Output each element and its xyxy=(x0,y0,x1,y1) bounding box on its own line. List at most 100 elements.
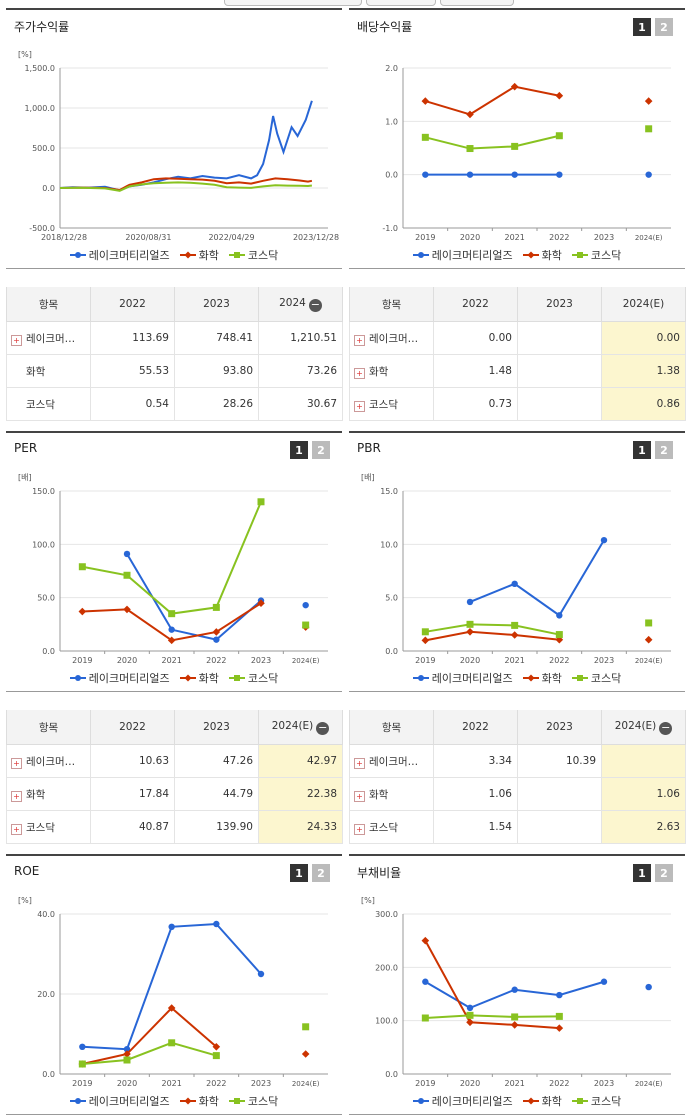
tab-1[interactable]: 1 xyxy=(290,441,308,459)
data-point[interactable] xyxy=(168,1039,176,1047)
data-point[interactable] xyxy=(645,125,653,133)
tab-1[interactable]: 1 xyxy=(633,18,651,36)
data-point[interactable] xyxy=(421,628,429,636)
data-point[interactable] xyxy=(466,620,474,628)
expand-icon[interactable]: + xyxy=(11,823,22,835)
legend-item[interactable]: 코스닥 xyxy=(228,1093,278,1109)
data-point[interactable] xyxy=(466,1011,474,1019)
legend-item[interactable]: 레이크머티리얼즈 xyxy=(412,247,513,263)
data-point[interactable] xyxy=(123,605,131,614)
legend-item[interactable]: 화학 xyxy=(522,247,562,263)
legend-item[interactable]: 코스닥 xyxy=(228,247,278,263)
data-point[interactable] xyxy=(168,626,175,633)
data-point[interactable] xyxy=(168,923,175,930)
collapse-icon[interactable]: − xyxy=(659,720,673,735)
legend-item[interactable]: 레이크머티리얼즈 xyxy=(69,247,170,263)
data-point[interactable] xyxy=(511,580,518,587)
legend-item[interactable]: 화학 xyxy=(179,670,219,686)
data-point[interactable] xyxy=(510,1021,519,1029)
top-toolbar-button[interactable] xyxy=(440,0,514,6)
tab-2[interactable]: 2 xyxy=(655,864,673,882)
data-point[interactable] xyxy=(555,1024,564,1032)
expand-icon[interactable]: + xyxy=(11,790,22,802)
data-point[interactable] xyxy=(123,550,131,558)
legend-item[interactable]: 화학 xyxy=(522,1093,562,1109)
data-point[interactable] xyxy=(212,1043,221,1051)
data-point[interactable] xyxy=(555,91,564,100)
top-toolbar-button[interactable] xyxy=(366,0,436,6)
data-point[interactable] xyxy=(123,571,131,579)
data-point[interactable] xyxy=(422,978,429,985)
data-point[interactable] xyxy=(421,936,430,945)
data-point[interactable] xyxy=(212,628,221,636)
data-point[interactable] xyxy=(78,1060,86,1068)
legend-item[interactable]: 코스닥 xyxy=(571,1093,621,1109)
data-point[interactable] xyxy=(511,621,519,629)
data-point[interactable] xyxy=(167,636,176,645)
legend-item[interactable]: 화학 xyxy=(179,1093,219,1109)
data-point[interactable] xyxy=(302,601,309,609)
data-point[interactable] xyxy=(555,1012,563,1020)
data-point[interactable] xyxy=(123,1050,131,1058)
data-point[interactable] xyxy=(301,1050,310,1058)
data-point[interactable] xyxy=(78,563,86,571)
tab-1[interactable]: 1 xyxy=(633,441,651,459)
data-point[interactable] xyxy=(466,598,474,606)
expand-icon[interactable]: + xyxy=(354,334,365,346)
expand-icon[interactable]: + xyxy=(11,757,22,769)
data-point[interactable] xyxy=(78,607,87,616)
data-point[interactable] xyxy=(421,97,430,105)
legend-item[interactable]: 레이크머티리얼즈 xyxy=(412,670,513,686)
data-point[interactable] xyxy=(511,142,519,150)
legend-item[interactable]: 레이크머티리얼즈 xyxy=(69,670,170,686)
data-point[interactable] xyxy=(466,1004,474,1012)
tab-2[interactable]: 2 xyxy=(655,18,673,36)
data-point[interactable] xyxy=(645,983,652,991)
data-point[interactable] xyxy=(212,1052,220,1060)
data-point[interactable] xyxy=(511,986,518,993)
data-point[interactable] xyxy=(645,619,653,627)
legend-item[interactable]: 코스닥 xyxy=(228,670,278,686)
data-point[interactable] xyxy=(302,1023,310,1031)
data-point[interactable] xyxy=(421,133,429,141)
data-point[interactable] xyxy=(302,621,310,629)
data-point[interactable] xyxy=(123,1046,131,1053)
legend-item[interactable]: 코스닥 xyxy=(571,247,621,263)
data-point[interactable] xyxy=(421,1014,429,1022)
expand-icon[interactable]: + xyxy=(354,790,365,802)
data-point[interactable] xyxy=(123,1056,131,1064)
data-point[interactable] xyxy=(466,628,474,636)
data-point[interactable] xyxy=(555,631,563,639)
data-point[interactable] xyxy=(644,97,653,105)
data-point[interactable] xyxy=(213,636,220,643)
data-point[interactable] xyxy=(257,970,265,978)
data-point[interactable] xyxy=(213,920,220,928)
data-point[interactable] xyxy=(600,978,608,985)
data-point[interactable] xyxy=(645,171,652,178)
legend-item[interactable]: 화학 xyxy=(179,247,219,263)
data-point[interactable] xyxy=(556,612,563,619)
expand-icon[interactable]: + xyxy=(354,823,365,835)
tab-1[interactable]: 1 xyxy=(290,864,308,882)
data-point[interactable] xyxy=(466,1018,474,1027)
data-point[interactable] xyxy=(422,171,429,178)
legend-item[interactable]: 화학 xyxy=(522,670,562,686)
data-point[interactable] xyxy=(556,991,563,999)
data-point[interactable] xyxy=(79,1043,86,1050)
legend-item[interactable]: 레이크머티리얼즈 xyxy=(69,1093,170,1109)
data-point[interactable] xyxy=(644,635,653,644)
data-point[interactable] xyxy=(511,171,518,178)
top-toolbar-button[interactable] xyxy=(224,0,362,6)
data-point[interactable] xyxy=(466,110,474,119)
data-point[interactable] xyxy=(510,82,519,91)
expand-icon[interactable]: + xyxy=(354,400,365,412)
data-point[interactable] xyxy=(257,498,265,506)
tab-2[interactable]: 2 xyxy=(312,864,330,882)
data-point[interactable] xyxy=(556,171,563,178)
expand-icon[interactable]: + xyxy=(11,334,22,346)
data-point[interactable] xyxy=(510,631,519,639)
tab-2[interactable]: 2 xyxy=(312,441,330,459)
data-point[interactable] xyxy=(212,603,220,611)
data-point[interactable] xyxy=(421,636,430,645)
collapse-icon[interactable]: − xyxy=(308,297,322,312)
